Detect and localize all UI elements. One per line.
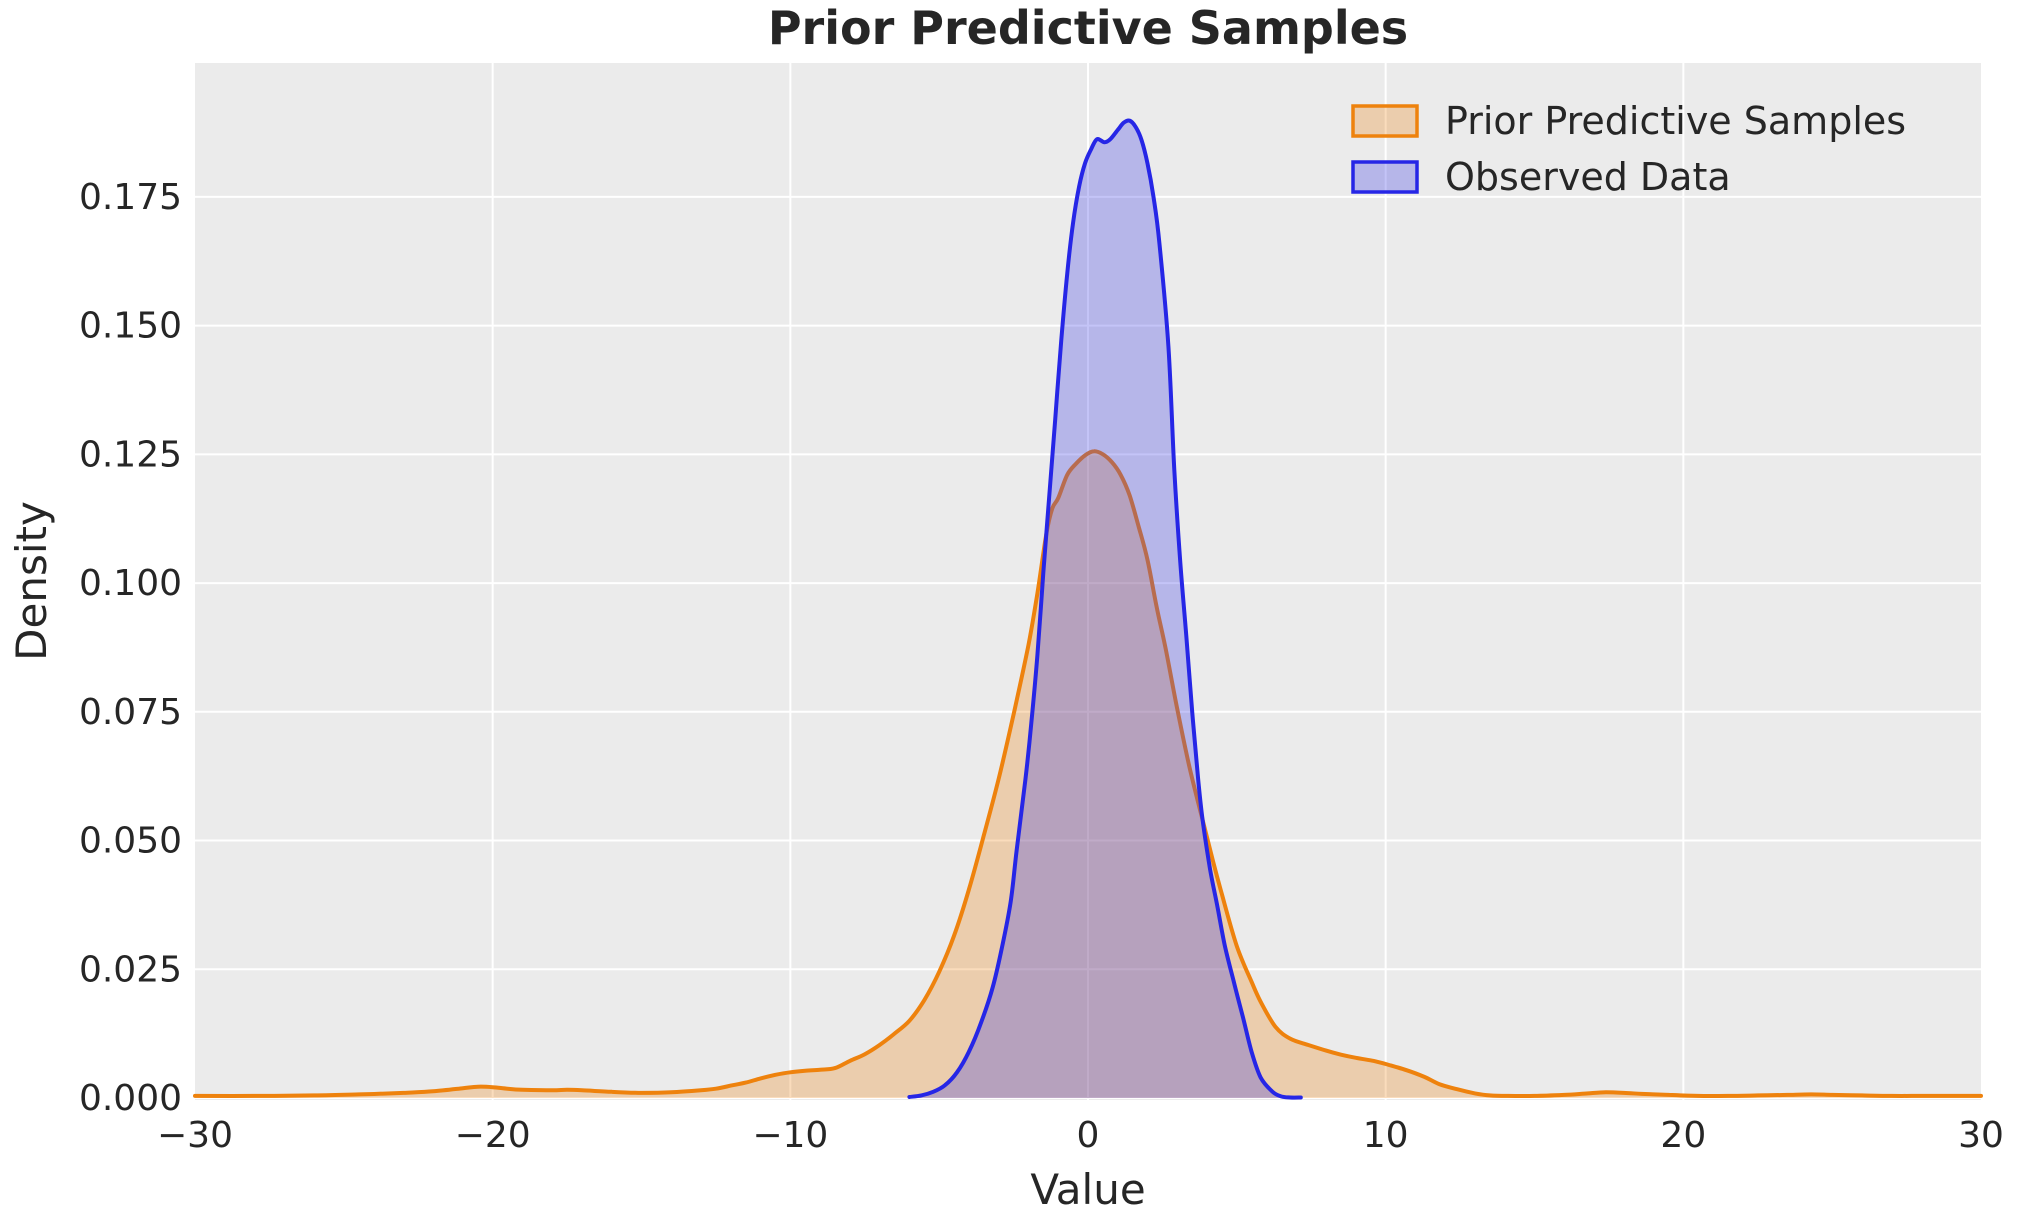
y-tick-label: 0.075 [79,692,182,733]
kde-line-prior [193,449,1983,1099]
gridlines [195,63,1981,1100]
y-tick-label: 0.175 [79,177,182,218]
legend-swatch-observed-icon [1351,160,1419,194]
legend-item-observed: Observed Data [1351,155,1731,199]
legend-label-prior: Prior Predictive Samples [1445,99,1906,143]
y-tick-label: 0.050 [79,821,182,862]
y-tick-label: 0.125 [79,434,182,475]
y-tick-labels: 0.000 0.025 0.050 0.075 0.100 0.125 0.150 0.175 [79,177,182,1119]
legend: Prior Predictive Samples Observed Data [1351,99,1906,199]
legend-item-prior: Prior Predictive Samples [1351,99,1906,143]
x-tick-label: 10 [1363,1115,1409,1156]
x-tick-label: −10 [752,1115,828,1156]
x-tick-label: 30 [1958,1115,2004,1156]
y-tick-label: 0.150 [79,306,182,347]
legend-label-observed: Observed Data [1445,155,1731,199]
x-tick-label: 0 [1077,1115,1100,1156]
y-axis-label: Density [7,501,56,661]
chart-title: Prior Predictive Samples [768,1,1408,55]
kde-fill-observed [909,120,1301,1099]
x-tick-label: 20 [1660,1115,1706,1156]
series-layer [193,118,1983,1100]
x-tick-labels: −30 −20 −10 0 10 20 30 [157,1115,2004,1156]
y-tick-label: 0.025 [79,949,182,990]
y-tick-label: 0.100 [79,563,182,604]
x-tick-label: −30 [157,1115,233,1156]
kde-line-observed [907,118,1303,1100]
x-axis-label: Value [1030,1165,1145,1214]
y-tick-label: 0.000 [79,1078,182,1119]
kde-fill-prior [195,451,1981,1098]
legend-swatch-prior-icon [1351,104,1419,138]
x-tick-label: −20 [455,1115,531,1156]
